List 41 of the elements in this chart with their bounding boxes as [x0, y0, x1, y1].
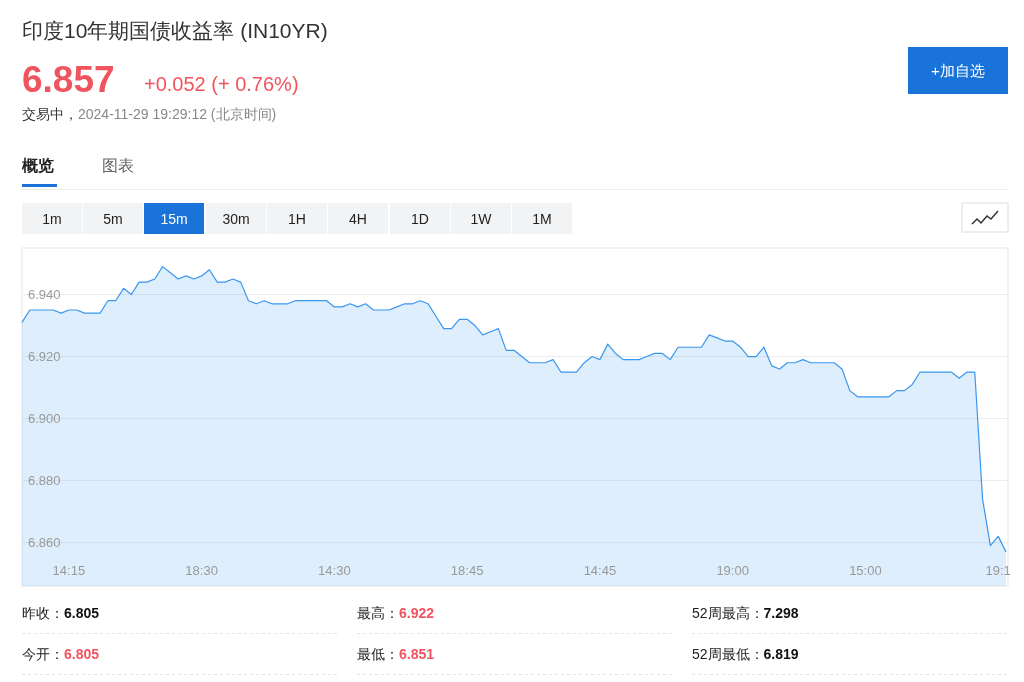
text: 6.819	[763, 646, 799, 662]
x-tick-label: 14:45	[583, 563, 617, 578]
x-tick-label: 19:00	[716, 563, 749, 578]
text: 15m	[160, 211, 188, 227]
text: 6.805	[64, 605, 100, 621]
text: 30m	[222, 211, 250, 227]
chart-title: 印度10年期国债收益率 (IN10YR)	[22, 19, 328, 42]
x-tick-label: 18:30	[185, 563, 218, 578]
text: 6.857	[22, 59, 115, 100]
text: 图表	[102, 157, 134, 174]
x-tick-label: 15:00	[849, 563, 882, 578]
text: 1M	[532, 211, 552, 227]
x-tick-label: 14:15	[52, 563, 86, 578]
text: 今开：	[22, 646, 64, 662]
text: 1m	[42, 211, 62, 227]
text: 5m	[103, 211, 123, 227]
text: 2024-11-29 19:29:12 (北京时间)	[78, 106, 277, 122]
text: 6.922	[399, 605, 435, 621]
text: 7.298	[763, 605, 799, 621]
text: +加自选	[931, 62, 985, 79]
text: 6.805	[64, 646, 100, 662]
x-tick-label: 18:45	[450, 563, 484, 578]
y-tick-label: 6.880	[28, 472, 61, 488]
text: 昨收：	[22, 605, 64, 621]
x-tick-label: 19:1	[985, 563, 1011, 578]
text: 6.851	[399, 646, 435, 662]
y-tick-label: 6.860	[28, 534, 61, 550]
y-tick-label: 6.900	[28, 410, 61, 426]
text: 概览	[21, 157, 54, 174]
text: 最低：	[357, 646, 399, 662]
text: 52周最高：	[692, 605, 764, 621]
text: 52周最低：	[692, 646, 764, 662]
y-tick-label: 6.920	[28, 348, 61, 364]
text: 4H	[349, 211, 367, 227]
text: 1H	[288, 211, 306, 227]
x-tick-label: 14:30	[318, 563, 351, 578]
text: 1W	[470, 211, 493, 227]
text: 最高：	[357, 605, 399, 621]
text: 1D	[411, 211, 429, 227]
y-tick-label: 6.940	[28, 286, 61, 302]
text: +0.052 (+ 0.76%)	[144, 73, 299, 95]
